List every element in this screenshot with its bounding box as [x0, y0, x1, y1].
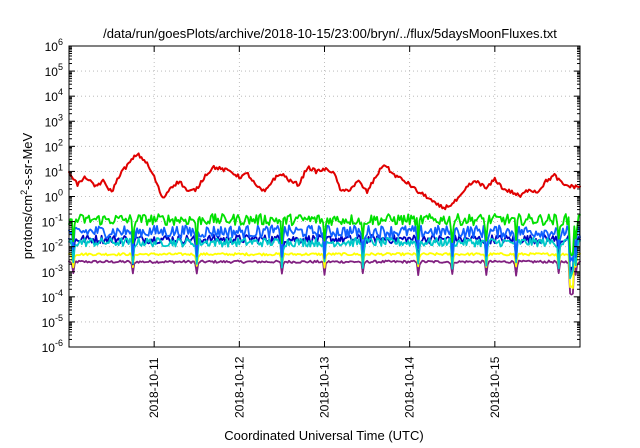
series-line-1	[68, 213, 581, 257]
series-line-6	[68, 259, 581, 296]
y-axis: 10-6 10-5 10-4 10-3 10-2 10-1 100 101 102 103 104 1…	[42, 37, 580, 355]
x-tick-label: 2018-10-14	[403, 356, 417, 418]
y-tick-label: 101	[45, 162, 63, 179]
x-tick-label: 2018-10-15	[488, 356, 502, 418]
x-tick-label: 2018-10-13	[318, 356, 332, 418]
series-line-5	[68, 252, 581, 289]
y-tick-label: 10-2	[42, 238, 63, 255]
series-layer	[68, 152, 581, 296]
y-tick-label: 105	[45, 62, 63, 79]
chart-title: /data/run/goesPlots/archive/2018-10-15/2…	[103, 26, 557, 41]
grid-lines	[69, 46, 580, 347]
y-tick-label: 103	[45, 112, 63, 129]
y-tick-label: 102	[45, 137, 63, 154]
x-axis: 2018-10-11 2018-10-12 2018-10-13 2018-10-14…	[147, 46, 502, 418]
x-tick-label: 2018-10-12	[232, 356, 246, 418]
y-tick-label: 10-6	[42, 338, 63, 355]
y-tick-label: 10-5	[42, 313, 63, 330]
series-line-3	[68, 237, 581, 280]
series-line-0	[68, 152, 581, 211]
y-axis-label: protons/cm2-s-sr-MeV	[19, 132, 35, 259]
y-tick-label: 10-4	[42, 288, 63, 305]
x-tick-label: 2018-10-11	[147, 357, 161, 418]
series-line-2	[68, 224, 581, 263]
y-tick-label: 10-1	[42, 213, 63, 230]
x-axis-label: Coordinated Universal Time (UTC)	[224, 428, 423, 443]
y-tick-label: 106	[45, 37, 63, 54]
y-tick-label: 100	[45, 188, 63, 205]
y-tick-label: 104	[45, 87, 63, 104]
y-tick-label: 10-3	[42, 263, 63, 280]
